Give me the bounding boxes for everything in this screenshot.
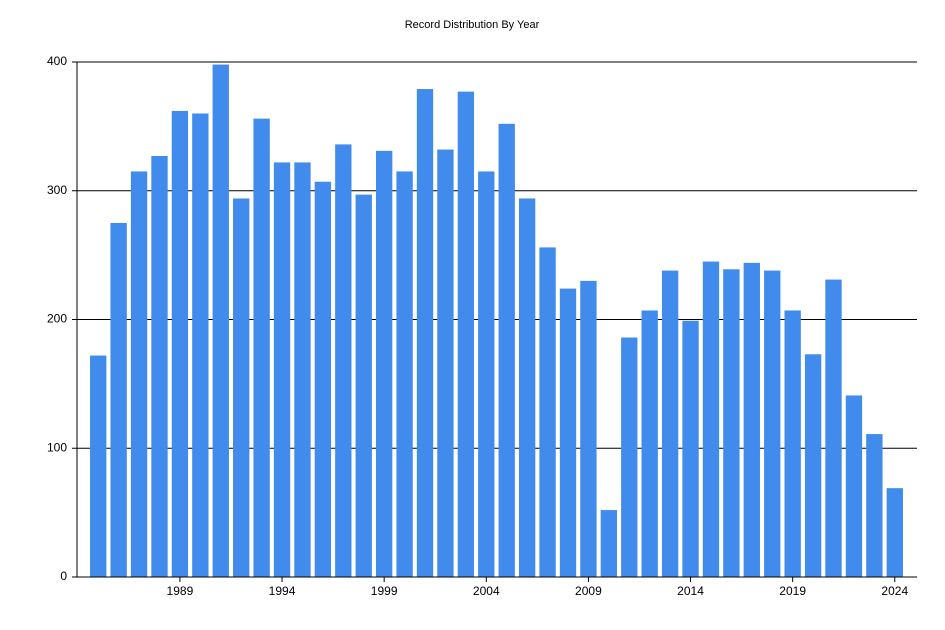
x-tick-label: 1999 xyxy=(371,584,398,598)
x-tick-label: 2024 xyxy=(881,584,908,598)
bar xyxy=(233,198,250,577)
bar xyxy=(600,510,618,577)
bar xyxy=(498,123,515,578)
bar xyxy=(845,395,863,577)
bar xyxy=(825,279,842,577)
bar xyxy=(539,247,556,577)
bar xyxy=(130,171,148,577)
bar xyxy=(171,110,189,578)
bar xyxy=(478,171,495,577)
y-tick-label: 0 xyxy=(60,569,67,583)
bar xyxy=(580,280,597,577)
bar xyxy=(375,150,393,577)
y-tick-label: 300 xyxy=(47,183,67,197)
bar xyxy=(702,261,720,577)
x-tick-label: 2014 xyxy=(677,584,704,598)
bar xyxy=(396,171,413,577)
bar xyxy=(457,91,475,578)
bar xyxy=(764,270,781,577)
x-tick-label: 2019 xyxy=(779,584,806,598)
y-tick-label: 100 xyxy=(47,440,67,454)
bar xyxy=(192,113,209,577)
bar xyxy=(314,181,332,578)
bar xyxy=(110,222,127,577)
bar xyxy=(335,144,352,577)
bar xyxy=(273,162,291,578)
bar xyxy=(804,354,822,577)
bar xyxy=(212,64,229,577)
bar xyxy=(621,337,638,577)
bar xyxy=(641,310,658,577)
bar xyxy=(90,355,107,577)
x-tick-label: 2004 xyxy=(473,584,500,598)
bar xyxy=(416,89,434,577)
x-tick-label: 2009 xyxy=(575,584,602,598)
bar xyxy=(661,270,679,577)
bar xyxy=(294,162,311,578)
bar xyxy=(886,488,903,577)
bar xyxy=(743,262,760,577)
bar xyxy=(151,155,168,578)
bar xyxy=(253,118,270,578)
bar xyxy=(866,434,883,577)
bar xyxy=(437,149,454,578)
chart-title: Record Distribution By Year xyxy=(405,19,540,31)
bar xyxy=(784,310,801,577)
bar xyxy=(559,288,577,577)
y-tick-label: 400 xyxy=(47,54,67,68)
y-tick-label: 200 xyxy=(47,312,67,326)
bar xyxy=(518,198,536,577)
x-tick-label: 1989 xyxy=(167,584,194,598)
bar xyxy=(355,194,372,578)
bar xyxy=(723,269,740,577)
x-tick-label: 1994 xyxy=(269,584,296,598)
bar xyxy=(682,320,699,577)
